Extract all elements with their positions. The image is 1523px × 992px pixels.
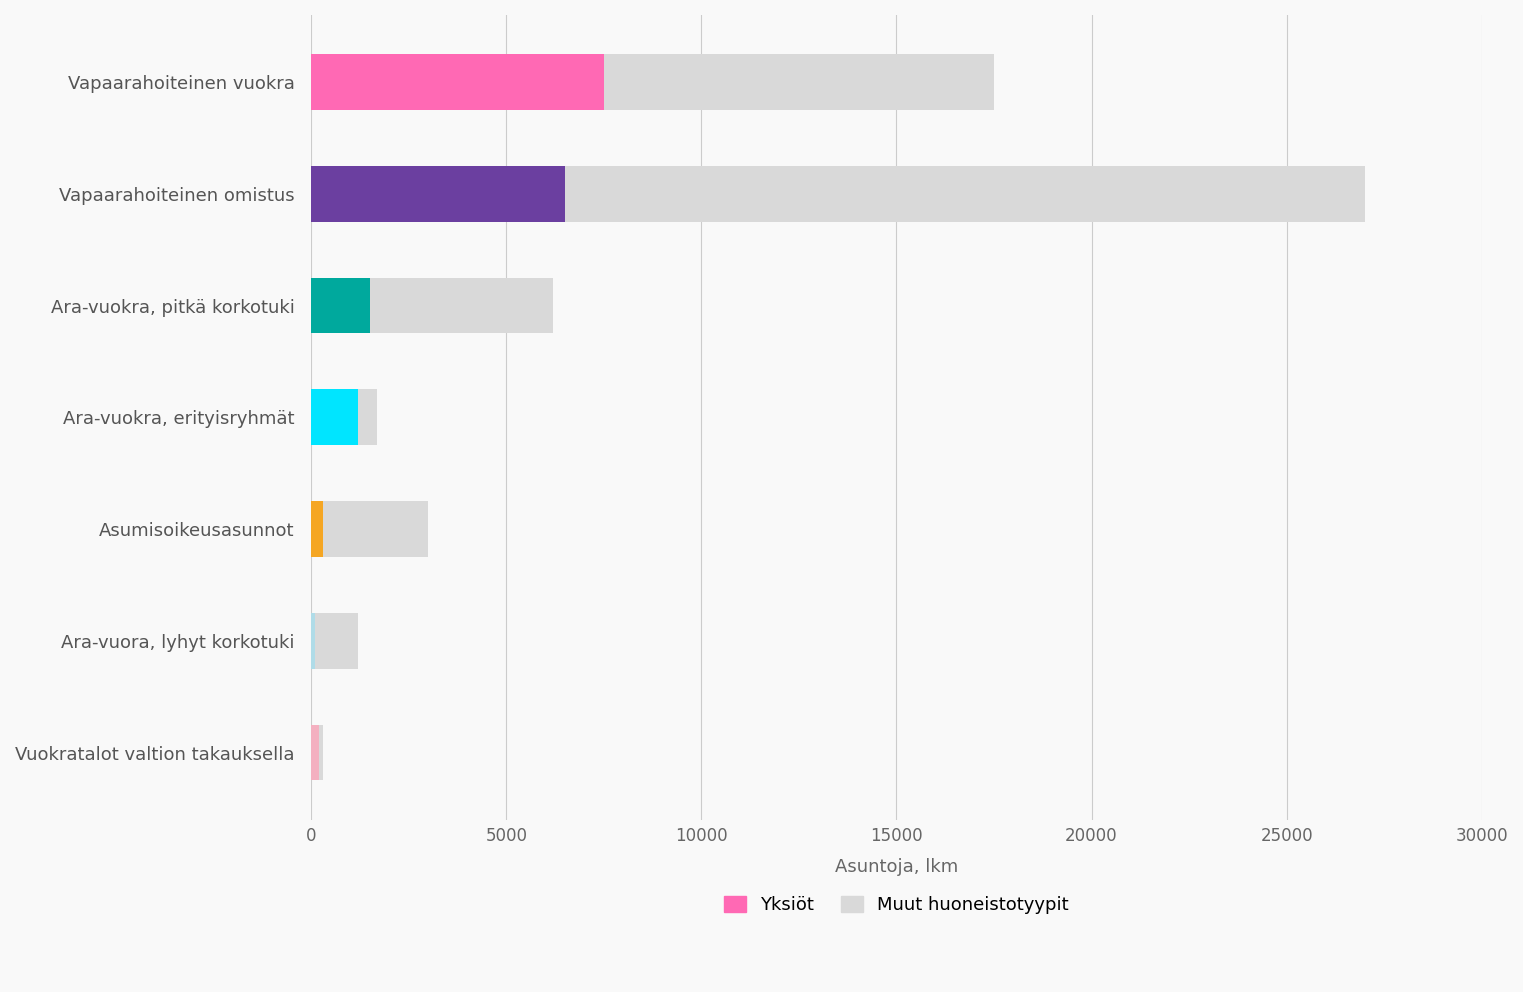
Bar <box>311 501 323 557</box>
Bar <box>311 278 553 333</box>
Bar <box>311 724 323 781</box>
Legend: Yksiöt, Muut huoneistotyypit: Yksiöt, Muut huoneistotyypit <box>714 887 1078 924</box>
Bar <box>311 55 995 110</box>
Bar <box>311 613 358 669</box>
Bar <box>311 278 370 333</box>
Bar <box>311 166 565 222</box>
Bar <box>311 166 1365 222</box>
X-axis label: Asuntoja, lkm: Asuntoja, lkm <box>835 858 958 876</box>
Bar <box>311 724 318 781</box>
Bar <box>311 501 428 557</box>
Bar <box>311 389 358 445</box>
Bar <box>311 613 315 669</box>
Bar <box>311 389 378 445</box>
Bar <box>311 55 603 110</box>
